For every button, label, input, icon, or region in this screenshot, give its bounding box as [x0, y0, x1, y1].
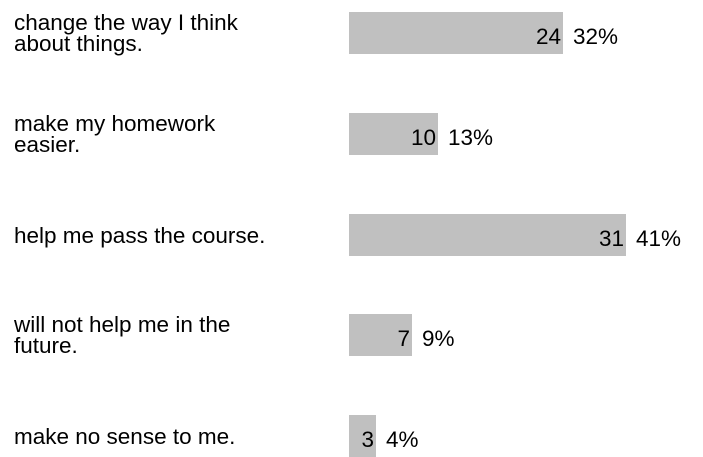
count-label: 24 — [535, 24, 561, 49]
category-label: make my homework easier. — [14, 111, 216, 157]
bar — [349, 12, 563, 54]
category-label: change the way I think about things. — [14, 10, 238, 56]
bar — [349, 415, 376, 457]
bar — [349, 113, 438, 155]
chart-row: make my homework easier. 10 13% — [0, 111, 703, 157]
category-label: help me pass the course. — [14, 222, 266, 248]
count-label: 31 — [598, 226, 624, 251]
category-label: will not help me in the future. — [14, 312, 231, 358]
bar — [349, 214, 626, 256]
count-label: 10 — [410, 125, 436, 150]
chart-row: make no sense to me. 3 4% — [0, 415, 703, 457]
category-label: make no sense to me. — [14, 423, 236, 449]
count-label: 7 — [397, 326, 410, 351]
chart-row: will not help me in the future. 7 9% — [0, 312, 703, 358]
count-label: 3 — [361, 427, 374, 452]
percent-label: 41% — [636, 226, 682, 251]
percent-label: 13% — [448, 125, 494, 150]
percent-label: 9% — [422, 326, 455, 351]
bar — [349, 314, 412, 356]
percent-label: 4% — [386, 427, 419, 452]
percent-label: 32% — [573, 24, 619, 49]
chart-row: change the way I think about things. 24 32… — [0, 10, 703, 56]
chart-row: help me pass the course. 31 41% — [0, 214, 703, 256]
